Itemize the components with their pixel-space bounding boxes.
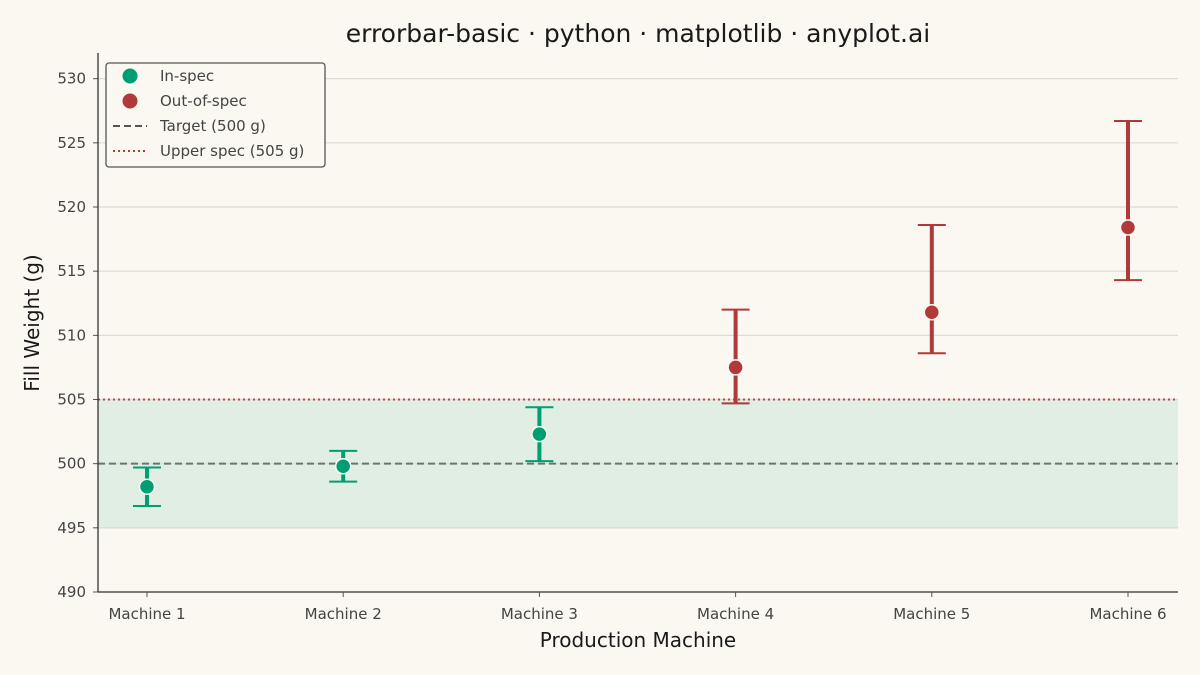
y-tick-label: 505 [57, 391, 86, 409]
legend-marker [122, 68, 138, 84]
data-point [334, 457, 352, 475]
y-tick-label: 515 [57, 262, 86, 280]
data-point [138, 478, 156, 496]
x-axis-label: Production Machine [540, 628, 736, 652]
data-point-group [525, 406, 554, 463]
x-tick-label: Machine 2 [305, 605, 382, 623]
legend-label: Out-of-spec [160, 92, 247, 110]
legend: In-spec Out-of-spec Target (500 g) Upper sp… [105, 62, 326, 168]
plot-area: 490 495 500 505 510 515 520 525 530 Machine 1 Mach… [57, 53, 1178, 623]
y-tick-label: 495 [57, 519, 86, 537]
data-point-group [917, 223, 946, 355]
chart-title: errorbar-basic · python · matplotlib · a… [346, 19, 931, 48]
legend-box [105, 62, 326, 168]
legend-label: In-spec [160, 67, 214, 85]
y-tick-label: 530 [57, 70, 86, 88]
legend-label: Target (500 g) [159, 117, 266, 135]
x-tick-label: Machine 3 [501, 605, 578, 623]
data-point-group [721, 308, 750, 405]
legend-marker [122, 93, 138, 109]
data-point [923, 303, 941, 321]
y-tick-label: 510 [57, 326, 86, 344]
y-tick-label: 490 [57, 583, 86, 601]
x-tick-label: Machine 4 [697, 605, 774, 623]
data-point [1119, 219, 1137, 236]
x-tick-label: Machine 1 [108, 605, 185, 623]
y-tick-label: 525 [57, 134, 86, 152]
data-point-group [133, 466, 161, 508]
data-point [727, 359, 744, 376]
x-tick-label: Machine 6 [1089, 605, 1166, 623]
data-point-group [1114, 120, 1142, 282]
y-tick-label: 520 [57, 198, 86, 216]
legend-label: Upper spec (505 g) [160, 142, 304, 160]
y-tick-label: 500 [57, 455, 86, 473]
x-tick-label: Machine 5 [893, 605, 970, 623]
data-point [531, 425, 548, 443]
y-axis-label: Fill Weight (g) [20, 254, 44, 391]
data-point-group [329, 449, 358, 483]
